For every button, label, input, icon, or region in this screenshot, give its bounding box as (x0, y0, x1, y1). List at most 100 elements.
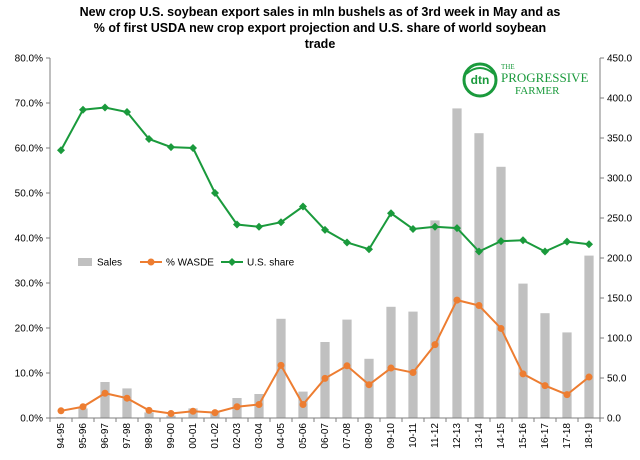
x-tick-label: 07-08 (342, 423, 353, 449)
x-tick-label: 18-19 (584, 423, 595, 449)
legend-label-sales: Sales (97, 258, 122, 269)
right-tick-label: 200.0 (607, 254, 632, 265)
x-tick-label: 97-98 (122, 423, 133, 449)
right-tick-label: 0.0 (607, 414, 621, 425)
right-tick-label: 50.0 (607, 374, 627, 385)
wasde-point (519, 370, 527, 378)
chart-axes: 0.0% 10.0% 20.0% 30.0% 40.0% 50.0% 60.0% 70.0% 8… (15, 54, 633, 449)
right-tick-label: 100.0 (607, 334, 632, 345)
us-share-point (387, 209, 395, 218)
x-tick-label: 11-12 (430, 423, 441, 448)
legend-label-us-share: U.S. share (247, 258, 295, 269)
x-tick-label: 99-00 (166, 423, 177, 449)
x-tick-label: 08-09 (364, 423, 375, 449)
left-tick-label: 20.0% (15, 324, 43, 335)
legend-marker-us-share (228, 258, 236, 266)
sales-bar (562, 332, 572, 418)
sales-bar (144, 412, 154, 418)
sales-bar (518, 283, 528, 418)
us-share-point (365, 245, 373, 254)
wasde-point (453, 296, 461, 304)
us-share-point (101, 103, 109, 112)
wasde-point (145, 406, 153, 414)
us-share-point (255, 222, 263, 231)
x-tick-label: 16-17 (540, 423, 551, 449)
x-tick-label: 10-11 (408, 423, 419, 448)
logo-the: THE (501, 63, 515, 71)
wasde-point (563, 391, 571, 399)
left-tick-label: 0.0% (20, 414, 43, 425)
x-tick-label: 01-02 (210, 423, 221, 449)
sales-bar (100, 382, 110, 418)
right-tick-label: 300.0 (607, 174, 632, 185)
x-tick-label: 04-05 (276, 423, 287, 449)
wasde-point (475, 302, 483, 309)
chart-title-line-2: % of first USDA new crop export projecti… (93, 21, 547, 35)
left-tick-label: 30.0% (15, 279, 43, 290)
left-tick-label: 40.0% (15, 234, 43, 245)
x-tick-label: 03-04 (254, 423, 265, 449)
x-tick-label: 94-95 (56, 423, 67, 449)
us-share-point (233, 220, 241, 229)
wasde-point (101, 389, 109, 397)
sales-bar (474, 133, 484, 418)
sales-bar (386, 306, 396, 418)
sales-bars (56, 108, 594, 419)
wasde-point (167, 410, 175, 417)
us-share-point (79, 105, 87, 114)
wasde-point (79, 403, 87, 411)
x-tick-label: 00-01 (188, 423, 199, 449)
us-share-point (123, 108, 131, 116)
us-share-point (497, 237, 505, 246)
wasde-point (387, 364, 395, 372)
legend-label-wasde: % WASDE (166, 258, 214, 269)
sales-bar (364, 358, 374, 418)
wasde-point (255, 401, 263, 408)
x-tick-label: 14-15 (496, 423, 507, 449)
legend-marker-wasde (147, 258, 155, 266)
wasde-point (189, 407, 197, 415)
us-share-point (299, 202, 307, 211)
x-tick-label: 06-07 (320, 423, 331, 449)
right-tick-label: 450.0 (607, 54, 632, 65)
sales-bar (122, 388, 132, 418)
wasde-point (277, 361, 285, 369)
us-share-point (321, 225, 329, 234)
x-tick-label: 09-10 (386, 423, 397, 449)
sales-bar (452, 108, 462, 419)
legend-swatch-sales (78, 258, 92, 266)
left-tick-label: 70.0% (15, 99, 43, 110)
us-share-point (409, 225, 417, 233)
chart-title: New crop U.S. soybean export sales in ml… (60, 4, 580, 52)
wasde-point (431, 341, 439, 349)
wasde-point (585, 373, 593, 381)
us-share-point (57, 146, 65, 155)
right-tick-label: 350.0 (607, 134, 632, 145)
us-share-point (563, 237, 571, 246)
wasde-point (365, 381, 373, 389)
x-tick-label: 13-14 (474, 423, 485, 449)
x-tick-label: 15-16 (518, 423, 529, 449)
logo-progressive: PROGRESSIVE (501, 70, 588, 85)
sales-bar (584, 255, 594, 418)
us-share-point (167, 143, 175, 152)
chart-legend: Sales % WASDE U.S. share (78, 258, 295, 269)
right-tick-label: 150.0 (607, 294, 632, 305)
left-tick-label: 80.0% (15, 54, 43, 65)
chart-title-line-1: New crop U.S. soybean export sales in ml… (79, 5, 561, 19)
left-tick-label: 50.0% (15, 189, 43, 200)
chart-title-line-3: trade (304, 37, 336, 51)
us-share-point (431, 222, 439, 231)
wasde-point (343, 362, 351, 370)
wasde-point (57, 407, 65, 415)
wasde-point (497, 324, 505, 332)
us-share-point (145, 135, 153, 143)
dtn-badge (462, 62, 498, 98)
logo-farmer: FARMER (515, 85, 560, 97)
x-tick-label: 98-99 (144, 423, 155, 449)
us-share-point (277, 218, 285, 227)
sales-bar (540, 313, 550, 418)
x-tick-label: 02-03 (232, 423, 243, 449)
us-share-point (453, 224, 461, 233)
right-tick-label: 400.0 (607, 94, 632, 105)
